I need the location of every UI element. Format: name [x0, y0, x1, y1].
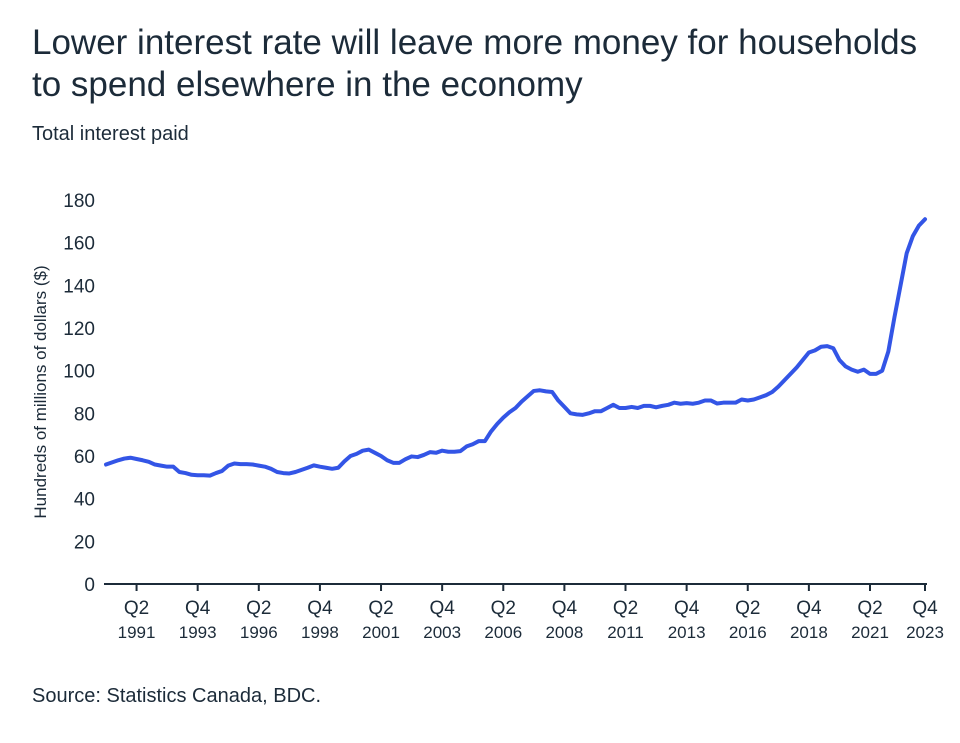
x-tick-quarter-label: Q4 [185, 598, 211, 619]
chart-subtitle: Total interest paid [32, 123, 189, 145]
x-tick-year-label: 1991 [118, 623, 156, 642]
x-tick-quarter-label: Q4 [796, 598, 822, 619]
x-tick-year-label: 2021 [851, 623, 889, 642]
y-tick-label: 140 [63, 276, 95, 297]
x-tick-year-label: 2003 [423, 623, 461, 642]
x-tick-quarter-label: Q2 [491, 598, 516, 619]
y-tick-label: 120 [63, 319, 95, 340]
x-tick-year-label: 1993 [179, 623, 217, 642]
x-tick-quarter-label: Q2 [368, 598, 393, 619]
x-tick-year-label: 2011 [607, 623, 644, 642]
x-tick-quarter-label: Q2 [246, 598, 271, 619]
x-tick-year-label: 2013 [668, 623, 706, 642]
x-tick-quarter-label: Q4 [912, 598, 938, 619]
x-tick-quarter-label: Q4 [552, 598, 578, 619]
y-tick-label: 100 [63, 362, 95, 383]
y-tick-label: 20 [74, 532, 95, 553]
y-tick-label: 180 [63, 191, 95, 212]
y-tick-label: 160 [63, 234, 95, 255]
x-tick-quarter-label: Q4 [429, 598, 455, 619]
x-tick-quarter-label: Q2 [124, 598, 149, 619]
x-tick-quarter-label: Q4 [307, 598, 333, 619]
x-tick-year-label: 1998 [301, 623, 339, 642]
x-axis: Q2 1991 Q4 1993 Q2 1996 Q4 1998 Q2 2001 Q4 2003 Q2 20… [104, 583, 944, 642]
x-tick-quarter-label: Q2 [735, 598, 760, 619]
y-tick-label: 40 [74, 490, 95, 511]
source-note: Source: Statistics Canada, BDC. [32, 685, 322, 707]
series-line-total-interest-paid [104, 217, 927, 478]
x-tick-year-label: 2008 [545, 623, 583, 642]
x-tick-year-label: 2001 [362, 623, 400, 642]
series-group [104, 217, 927, 478]
x-tick-year-label: 2023 [906, 623, 944, 642]
y-tick-label: 0 [84, 575, 95, 596]
x-tick-quarter-label: Q2 [857, 598, 882, 619]
x-tick-year-label: 2016 [729, 623, 767, 642]
x-tick-quarter-label: Q2 [613, 598, 638, 619]
y-axis-title: Hundreds of millions of dollars ($) [31, 265, 50, 518]
x-tick-year-label: 2018 [790, 623, 828, 642]
x-tick-quarter-label: Q4 [674, 598, 700, 619]
x-tick-year-label: 2006 [484, 623, 522, 642]
y-axis: 0 20 40 60 80 100 120 140 160 180 [63, 191, 95, 596]
y-tick-label: 60 [74, 447, 95, 468]
chart-title: Lower interest rate will leave more mone… [32, 23, 918, 104]
y-tick-label: 80 [74, 404, 95, 425]
x-tick-year-label: 1996 [240, 623, 278, 642]
